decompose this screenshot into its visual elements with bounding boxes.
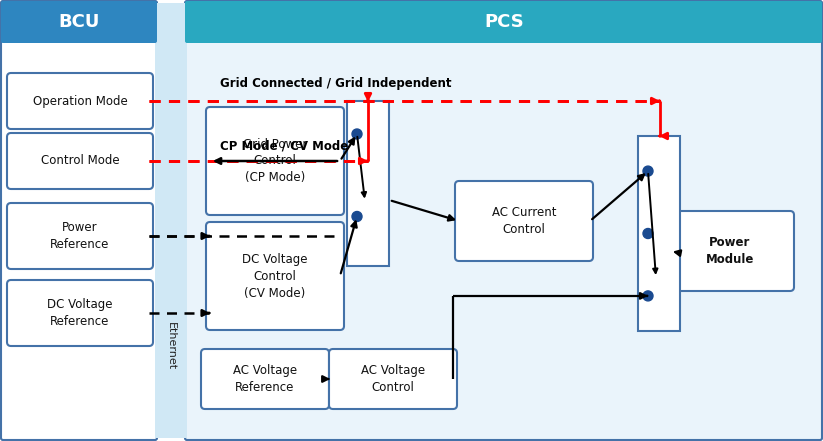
Text: Control Mode: Control Mode xyxy=(40,154,119,168)
FancyBboxPatch shape xyxy=(206,107,344,215)
Circle shape xyxy=(352,129,362,139)
Text: Grid Power
Control
(CP Mode): Grid Power Control (CP Mode) xyxy=(243,138,307,184)
FancyBboxPatch shape xyxy=(7,133,153,189)
Circle shape xyxy=(352,212,362,221)
Text: Operation Mode: Operation Mode xyxy=(33,94,128,108)
Circle shape xyxy=(643,228,653,239)
Bar xyxy=(155,3,187,438)
FancyBboxPatch shape xyxy=(201,349,329,409)
FancyBboxPatch shape xyxy=(7,73,153,129)
Text: BCU: BCU xyxy=(58,13,100,31)
Bar xyxy=(347,101,389,266)
Bar xyxy=(638,136,680,331)
FancyBboxPatch shape xyxy=(185,1,822,43)
Text: AC Voltage
Control: AC Voltage Control xyxy=(361,364,425,394)
Text: DC Voltage
Reference: DC Voltage Reference xyxy=(47,298,113,328)
FancyBboxPatch shape xyxy=(206,222,344,330)
Text: Ethernet: Ethernet xyxy=(166,322,176,370)
Text: CP Mode / CV Mode: CP Mode / CV Mode xyxy=(220,139,348,153)
FancyBboxPatch shape xyxy=(1,1,157,43)
FancyBboxPatch shape xyxy=(1,1,157,440)
Text: DC Voltage
Control
(CV Mode): DC Voltage Control (CV Mode) xyxy=(242,253,308,299)
Text: AC Current
Control: AC Current Control xyxy=(492,206,556,236)
FancyBboxPatch shape xyxy=(329,349,457,409)
FancyBboxPatch shape xyxy=(7,203,153,269)
Circle shape xyxy=(643,291,653,301)
FancyBboxPatch shape xyxy=(185,1,822,440)
Text: PCS: PCS xyxy=(484,13,524,31)
Text: Power
Module: Power Module xyxy=(706,236,754,266)
FancyBboxPatch shape xyxy=(7,280,153,346)
Text: Power
Reference: Power Reference xyxy=(50,221,109,251)
FancyBboxPatch shape xyxy=(455,181,593,261)
Text: Grid Connected / Grid Independent: Grid Connected / Grid Independent xyxy=(220,76,452,90)
FancyBboxPatch shape xyxy=(666,211,794,291)
Circle shape xyxy=(643,166,653,176)
Text: AC Voltage
Reference: AC Voltage Reference xyxy=(233,364,297,394)
